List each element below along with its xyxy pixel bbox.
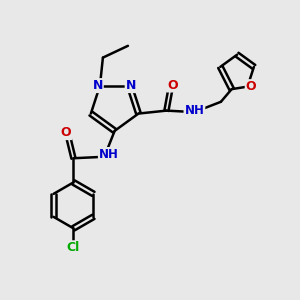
Text: O: O xyxy=(167,79,178,92)
Text: N: N xyxy=(92,79,103,92)
Text: O: O xyxy=(246,80,256,93)
Text: NH: NH xyxy=(99,148,119,161)
Text: Cl: Cl xyxy=(67,241,80,254)
Text: NH: NH xyxy=(184,104,204,117)
Text: N: N xyxy=(126,79,136,92)
Text: O: O xyxy=(61,126,71,139)
